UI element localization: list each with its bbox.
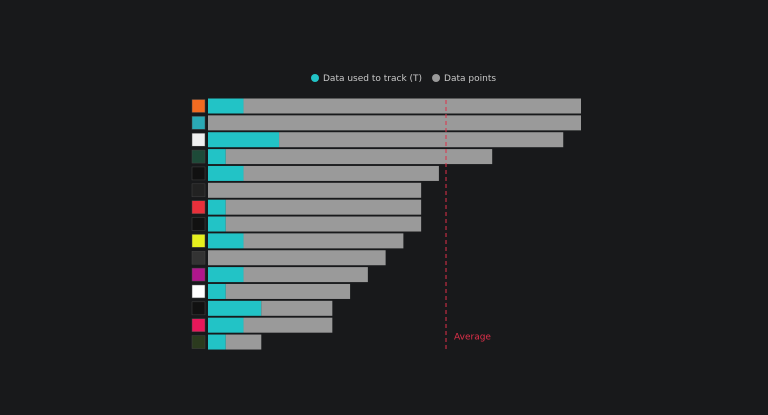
bar-segment [243, 233, 404, 249]
category-icon [191, 250, 206, 265]
legend-label: Data used to track (T) [323, 74, 422, 84]
bar-segment [243, 317, 333, 333]
bar-segment [243, 267, 368, 283]
bar-segment [225, 216, 422, 232]
bar-segment [243, 98, 581, 114]
bar-segment [208, 267, 244, 283]
category-icon [191, 132, 206, 147]
bar-segment [279, 132, 564, 148]
bar-segment [208, 115, 581, 131]
category-icon [191, 267, 206, 282]
bar-segment [208, 216, 226, 232]
bar-segment [208, 317, 244, 333]
bar-segment [225, 283, 351, 299]
average-label: Average [454, 333, 491, 343]
category-icon [191, 116, 206, 130]
category-icon [191, 335, 206, 349]
legend-swatch [432, 74, 441, 82]
category-icon [191, 217, 206, 231]
bar-segment [208, 283, 226, 299]
category-icon [191, 183, 206, 198]
category-icon [191, 149, 206, 164]
category-icon [191, 234, 206, 248]
bar-segment [208, 334, 226, 350]
bar-segment [225, 199, 422, 215]
bar-segment [208, 233, 244, 249]
category-icon [191, 200, 206, 214]
bar-segment [208, 182, 422, 198]
category-icon [191, 318, 206, 332]
legend-swatch [311, 74, 319, 82]
category-icon [191, 301, 206, 316]
bar-segment [208, 165, 244, 181]
bar-segment [208, 98, 244, 114]
bar-segment [208, 199, 226, 215]
bar-segment [261, 300, 333, 316]
bar-segment [208, 132, 280, 148]
bar-segment [208, 300, 262, 316]
bar-segment [225, 334, 262, 350]
legend-label: Data points [444, 74, 496, 84]
category-icon [191, 99, 206, 113]
category-icon [191, 166, 206, 181]
bar-segment [208, 250, 386, 266]
category-icon [191, 284, 206, 299]
bar-segment [243, 165, 439, 181]
bar-segment [208, 149, 226, 165]
bar-segment [225, 149, 493, 165]
